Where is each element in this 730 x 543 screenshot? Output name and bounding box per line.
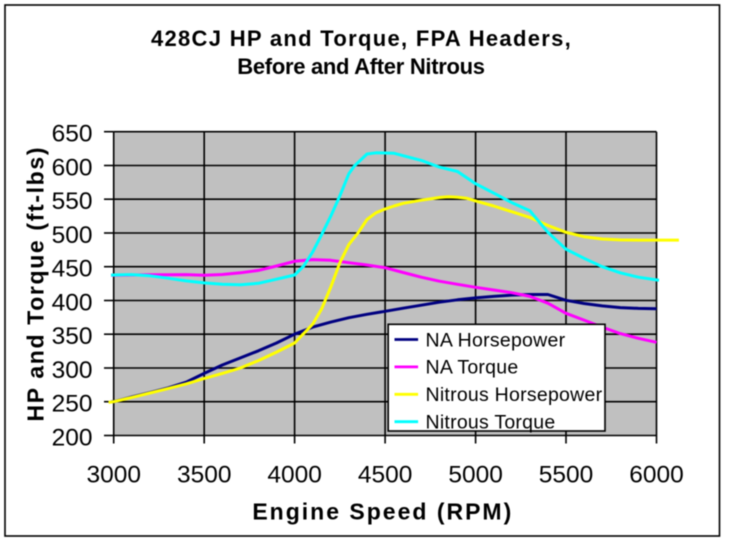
svg-text:500: 500 <box>52 222 93 249</box>
svg-text:HP and Torque (ft-lbs): HP and Torque (ft-lbs) <box>23 146 49 422</box>
svg-text:Nitrous Torque: Nitrous Torque <box>426 412 556 434</box>
svg-text:400: 400 <box>52 290 93 317</box>
svg-text:6000: 6000 <box>629 461 684 488</box>
svg-text:Engine Speed (RPM): Engine Speed (RPM) <box>252 499 513 525</box>
svg-text:600: 600 <box>52 155 93 182</box>
svg-text:450: 450 <box>52 256 93 283</box>
svg-text:5500: 5500 <box>539 461 594 488</box>
svg-text:Nitrous Horsepower: Nitrous Horsepower <box>426 384 603 406</box>
svg-text:300: 300 <box>52 357 93 384</box>
svg-text:NA Horsepower: NA Horsepower <box>426 329 566 351</box>
svg-text:4000: 4000 <box>267 461 322 488</box>
svg-text:650: 650 <box>52 121 93 148</box>
svg-text:Before and After Nitrous: Before and After Nitrous <box>237 54 485 79</box>
svg-text:200: 200 <box>52 425 93 452</box>
svg-text:550: 550 <box>52 188 93 215</box>
svg-text:4500: 4500 <box>358 461 413 488</box>
svg-text:3500: 3500 <box>177 461 232 488</box>
svg-text:250: 250 <box>52 391 93 418</box>
svg-text:5000: 5000 <box>448 461 503 488</box>
svg-text:NA Torque: NA Torque <box>426 357 519 379</box>
svg-text:428CJ HP and Torque, FPA Heade: 428CJ HP and Torque, FPA Headers, <box>151 26 572 51</box>
svg-text:350: 350 <box>52 323 93 350</box>
svg-text:3000: 3000 <box>86 461 141 488</box>
